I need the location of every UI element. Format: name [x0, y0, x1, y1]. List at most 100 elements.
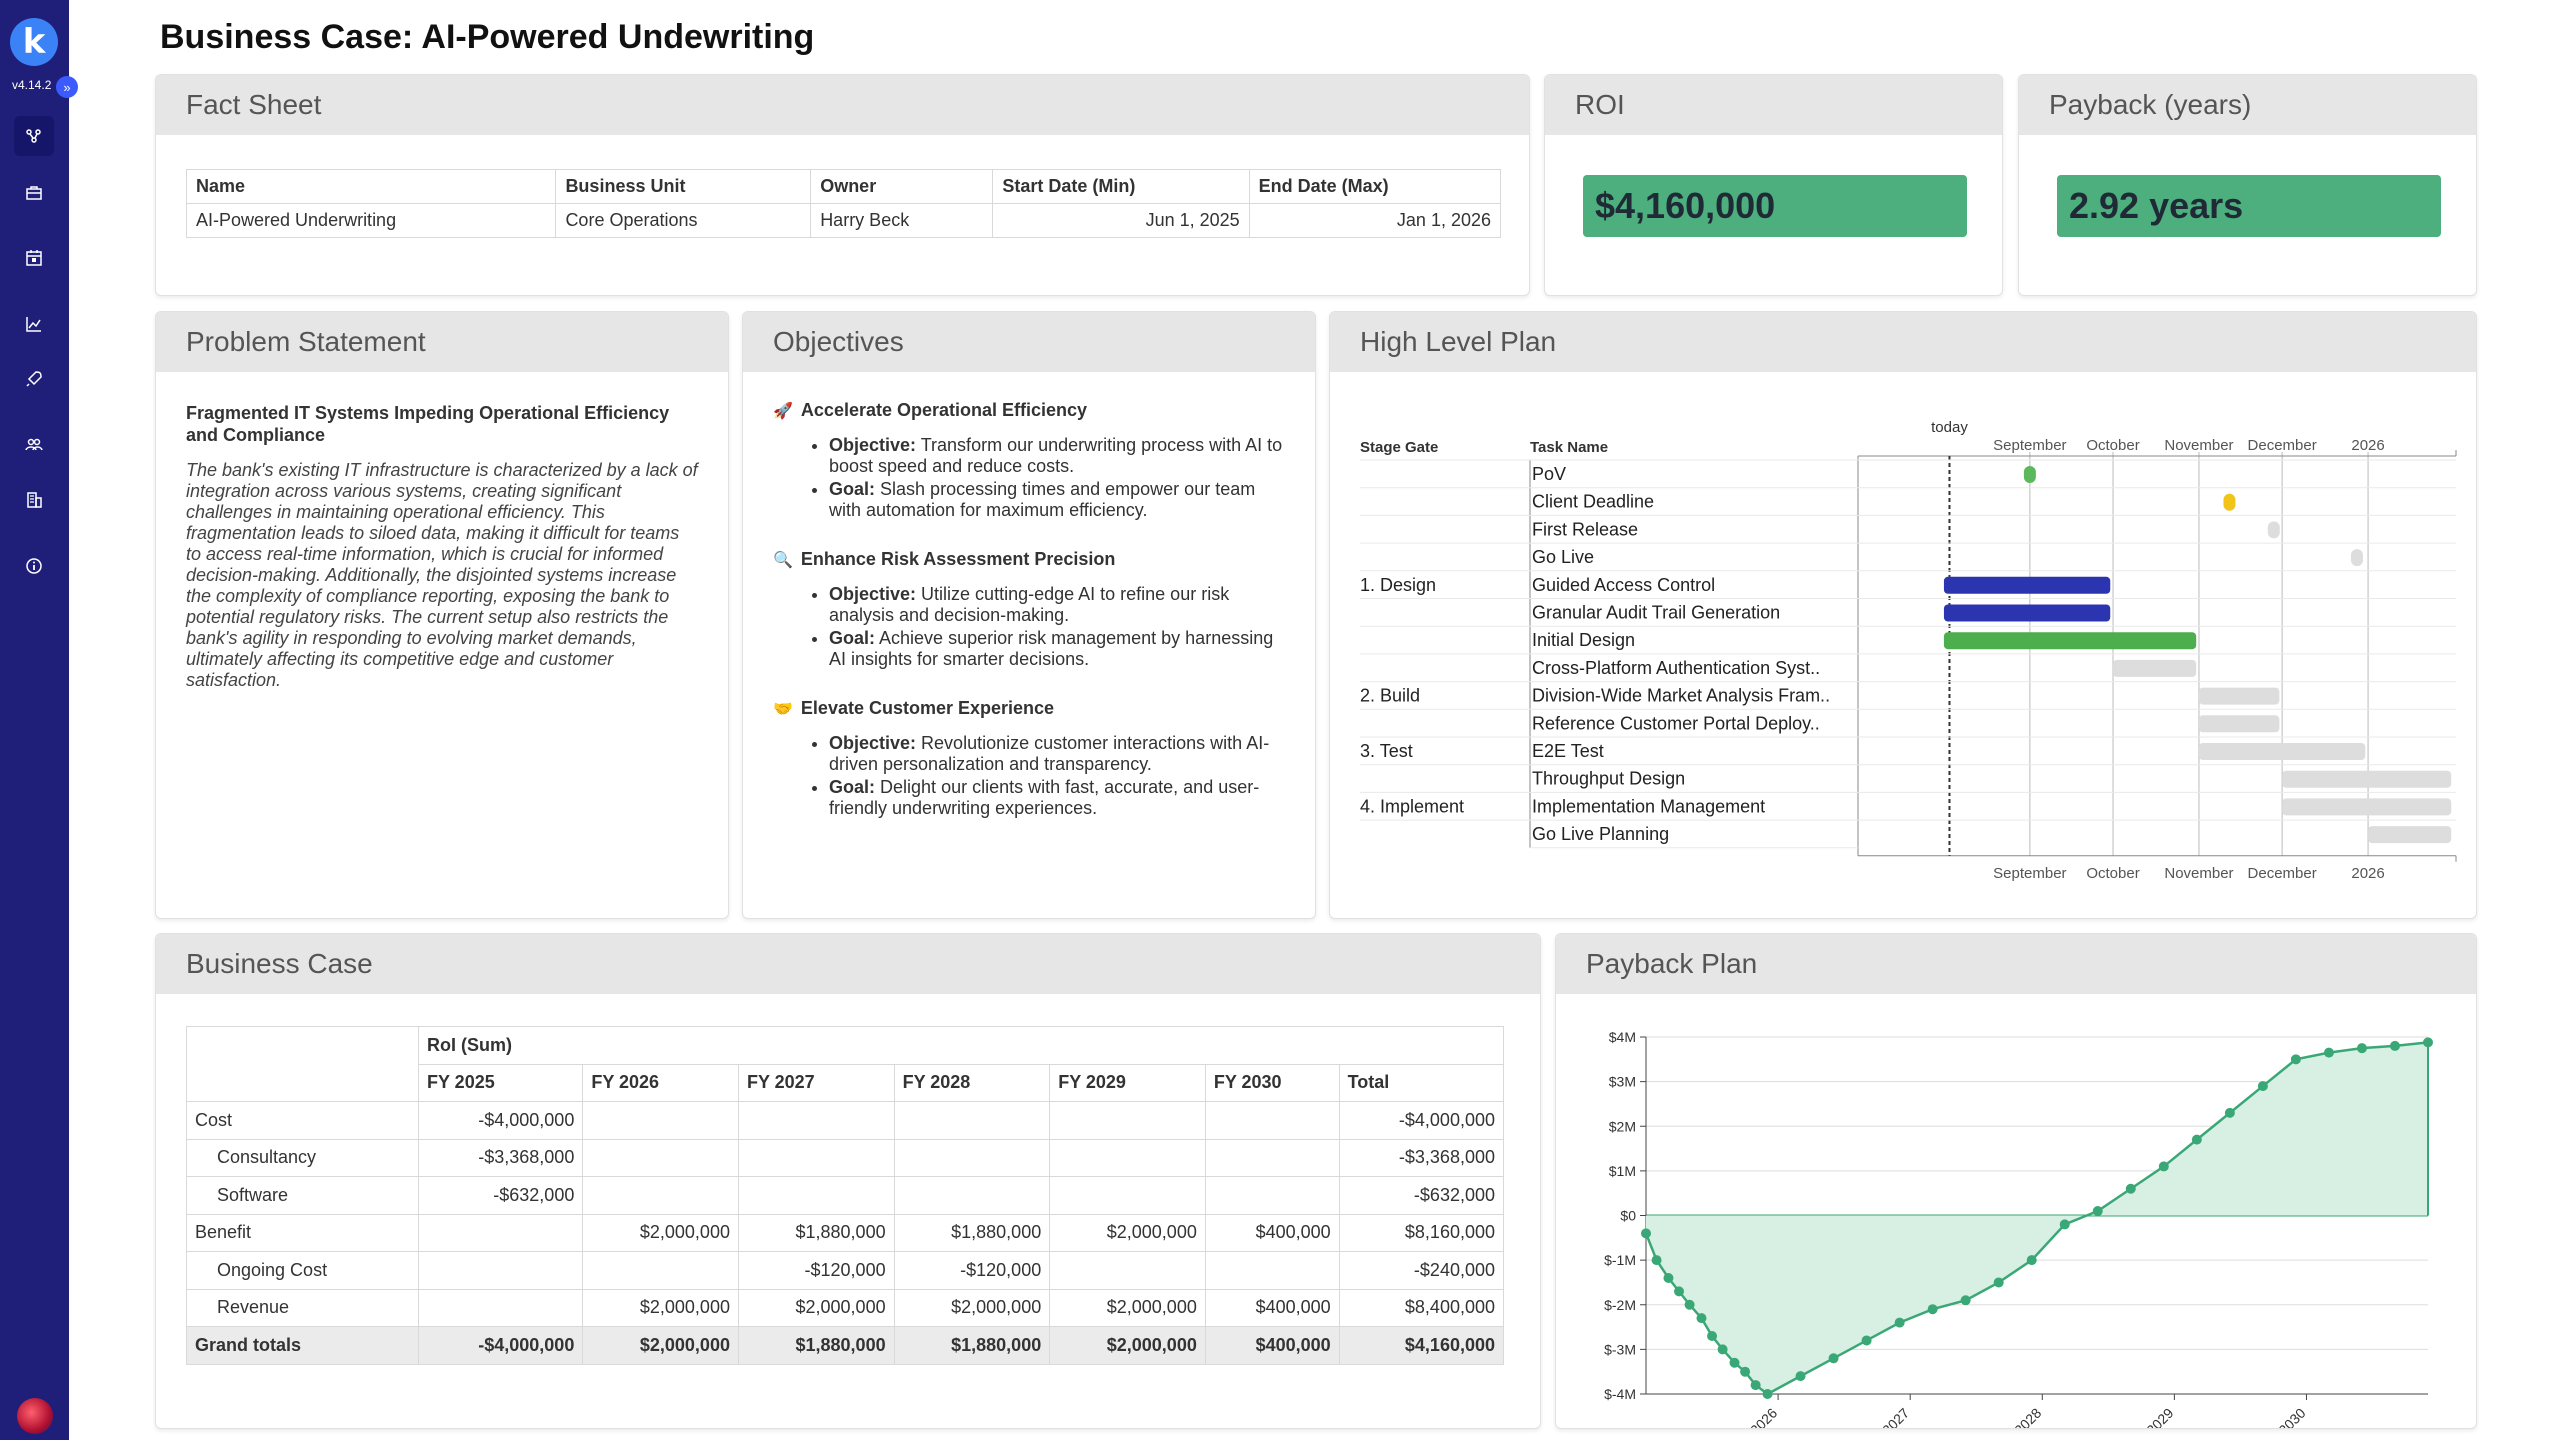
- payback-x-tick-label: 2026: [1747, 1405, 1780, 1429]
- sidebar: k v4.14.2 »: [0, 0, 78, 1440]
- table-cell: -$632,000: [417, 1176, 584, 1215]
- table-cell: $2,000,000: [582, 1213, 739, 1252]
- table-cell: $1,880,000: [893, 1213, 1051, 1252]
- sidebar-item-analytics[interactable]: [14, 304, 54, 344]
- goal-detail: Goal: Delight our clients with fast, acc…: [829, 777, 1285, 819]
- rocket-icon: 🚀: [773, 402, 793, 420]
- gantt-today-label: today: [1931, 419, 1968, 436]
- objective-item: 🔍 Enhance Risk Assessment Precision Objec…: [773, 549, 1285, 670]
- building-icon: [27, 492, 42, 508]
- gantt-task-label: Go Live: [1532, 547, 1594, 567]
- handshake-icon: 🤝: [773, 700, 793, 718]
- gantt-task-label: Go Live Planning: [1532, 824, 1669, 844]
- business-case-title: Business Case: [156, 934, 1540, 994]
- table-cell: [582, 1176, 739, 1215]
- sidebar-item-network[interactable]: [14, 116, 54, 156]
- payback-point: [2356, 1043, 2367, 1054]
- payback-value: 2.92 years: [2057, 175, 2441, 237]
- gantt-stage-label: 2. Build: [1360, 686, 1420, 706]
- gantt-stage-label: 4. Implement: [1360, 796, 1464, 816]
- bc-column-header: FY 2026: [582, 1063, 739, 1102]
- payback-point: [2092, 1206, 2103, 1217]
- row-label: Software: [186, 1176, 419, 1215]
- table-row: Revenue $2,000,000 $2,000,000 $2,000,000 $2,…: [186, 1288, 1505, 1327]
- sidebar-item-launch[interactable]: [14, 359, 54, 399]
- table-cell: [737, 1176, 895, 1215]
- fact-sheet-card: Fact Sheet Name Business Unit Owner Star…: [155, 74, 1530, 296]
- payback-chart: $4M $3M $2M $1M $0 $-1M $-2M $-3M $-4M 2026 2027 20…: [1604, 1029, 2433, 1429]
- objective-item: 🚀 Accelerate Operational Efficiency Objec…: [773, 400, 1285, 521]
- objectives-title: Objectives: [743, 312, 1315, 372]
- payback-point: [2290, 1054, 2301, 1065]
- gantt-month-label: October: [2086, 865, 2139, 882]
- payback-x-tick-label: 2027: [1879, 1405, 1912, 1429]
- sidebar-item-calendar[interactable]: [14, 238, 54, 278]
- payback-point: [1707, 1330, 1718, 1341]
- business-case-table: RoI (Sum) FY 2025 FY 2026 FY 2027 FY 2028 FY…: [186, 1026, 1505, 1365]
- payback-point: [2158, 1161, 2169, 1172]
- gantt-milestone: [2223, 493, 2236, 511]
- gantt-task-label: Client Deadline: [1532, 492, 1654, 512]
- payback-title: Payback (years): [2019, 75, 2476, 135]
- gantt-month-label: 2026: [2351, 865, 2384, 882]
- payback-y-tick-label: $-2M: [1604, 1297, 1636, 1313]
- problem-title: Problem Statement: [156, 312, 728, 372]
- objective-detail: Objective: Utilize cutting-edge AI to re…: [829, 584, 1285, 626]
- payback-y-tick-label: $1M: [1609, 1163, 1636, 1179]
- payback-point: [2125, 1183, 2136, 1194]
- table-cell: $1,880,000: [737, 1213, 895, 1252]
- payback-point: [1641, 1228, 1651, 1239]
- page-title: Business Case: AI-Powered Undewriting: [160, 18, 815, 56]
- table-cell: [417, 1213, 584, 1252]
- sidebar-item-people[interactable]: [14, 425, 54, 465]
- roi-card: ROI $4,160,000: [1544, 74, 2003, 296]
- gantt-milestone: [2267, 521, 2280, 539]
- payback-y-tick-label: $-1M: [1604, 1252, 1636, 1268]
- table-cell: [417, 1251, 584, 1290]
- gantt-month-label: December: [2248, 437, 2317, 454]
- gantt-stage-label: 3. Test: [1360, 741, 1413, 761]
- objective-heading: Enhance Risk Assessment Precision: [800, 549, 1116, 569]
- sidebar-item-portfolio[interactable]: [14, 173, 54, 213]
- table-cell: -$4,000,000: [417, 1101, 584, 1140]
- gantt-bar: [2282, 770, 2452, 788]
- table-cell: -$3,368,000: [1338, 1138, 1505, 1177]
- payback-point: [1861, 1335, 1872, 1346]
- table-cell: [417, 1288, 584, 1327]
- calendar-icon: [26, 250, 42, 266]
- payback-plan-card: Payback Plan $4M $3M $2M $1M $0 $-1M $-2M $-3M $…: [1555, 933, 2477, 1429]
- payback-point: [1684, 1299, 1695, 1310]
- fact-header-start: Start Date (Min): [992, 169, 1250, 204]
- bc-column-header: Total: [1338, 1063, 1505, 1102]
- fact-cell-owner: Harry Beck: [810, 203, 994, 238]
- payback-point: [1795, 1371, 1806, 1382]
- gantt-task-label: Reference Customer Portal Deploy..: [1532, 713, 1820, 733]
- table-cell: $2,000,000: [582, 1326, 739, 1365]
- objective-heading: Elevate Customer Experience: [800, 698, 1055, 718]
- fact-cell-name: AI-Powered Underwriting: [185, 203, 557, 238]
- table-row: Cost -$4,000,000 -$4,000,000: [186, 1101, 1505, 1140]
- table-cell: $4,160,000: [1338, 1326, 1505, 1365]
- table-cell: [1204, 1251, 1340, 1290]
- gantt-col-stage: Stage Gate: [1360, 439, 1438, 456]
- chart-icon: [26, 317, 41, 332]
- table-cell: [582, 1101, 739, 1140]
- objective-heading: Accelerate Operational Efficiency: [800, 400, 1088, 420]
- payback-point: [1894, 1317, 1905, 1328]
- table-cell: $2,000,000: [582, 1288, 739, 1327]
- app-logo[interactable]: k: [10, 18, 58, 66]
- gantt-bar: [1943, 604, 2111, 622]
- bc-column-header: FY 2030: [1204, 1063, 1340, 1102]
- table-cell: $400,000: [1204, 1213, 1340, 1252]
- payback-point: [2059, 1219, 2070, 1230]
- gantt-task-label: Implementation Management: [1532, 796, 1765, 816]
- bc-column-header: FY 2025: [417, 1063, 584, 1102]
- table-cell: [1204, 1176, 1340, 1215]
- sidebar-item-info[interactable]: [14, 546, 54, 586]
- sidebar-item-organization[interactable]: [14, 480, 54, 520]
- expand-sidebar-button[interactable]: »: [56, 76, 78, 98]
- table-row: Grand totals -$4,000,000 $2,000,000 $1,880,…: [186, 1326, 1505, 1365]
- gantt-bar: [2282, 798, 2452, 816]
- row-label: Revenue: [186, 1288, 419, 1327]
- user-avatar[interactable]: [17, 1398, 53, 1434]
